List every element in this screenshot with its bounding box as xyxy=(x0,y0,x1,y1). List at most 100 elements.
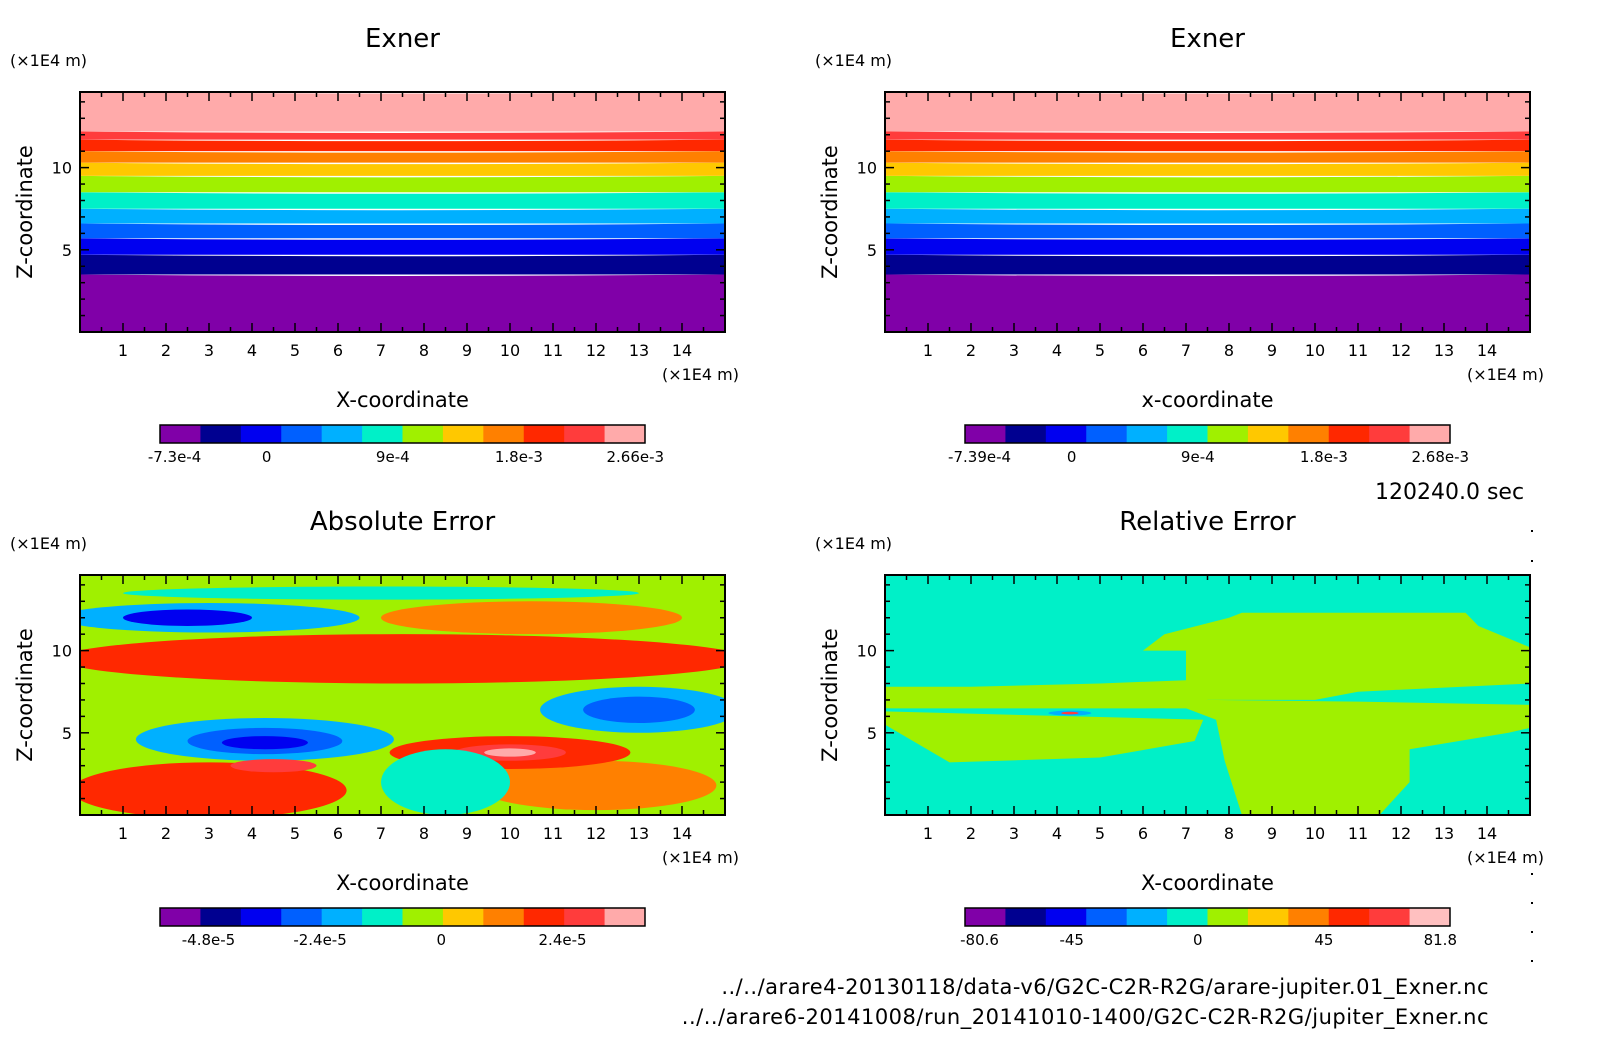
x-tick-label: 7 xyxy=(1181,824,1191,843)
x-tick-label: 1 xyxy=(118,341,128,360)
colorbar-tick-label: 2.66e-3 xyxy=(607,448,665,466)
marker-dot xyxy=(1531,931,1533,933)
colorbar-swatch xyxy=(362,908,403,926)
colorbar-swatch xyxy=(1167,908,1208,926)
colorbar-swatch xyxy=(1369,908,1411,926)
colorbar-frame xyxy=(964,907,1451,927)
colorbar-swatch xyxy=(604,425,646,443)
x-axis-label: X-coordinate xyxy=(1141,871,1274,895)
x-tick-label: 12 xyxy=(1391,341,1411,360)
x-tick-label: 14 xyxy=(1477,824,1497,843)
contour-band-5 xyxy=(885,208,1530,224)
y-axis-label: Z-coordinate xyxy=(818,145,842,279)
x-tick-label: 9 xyxy=(1267,824,1277,843)
contour-region-16 xyxy=(230,759,317,773)
contour-region-7 xyxy=(484,748,536,757)
chart-title: Absolute Error xyxy=(310,507,496,537)
x-tick-label: 5 xyxy=(1095,341,1105,360)
x-tick-label: 4 xyxy=(1052,341,1062,360)
colorbar-tick-label: 1.8e-3 xyxy=(495,448,543,466)
colorbar-tick-label: -7.3e-4 xyxy=(148,448,201,466)
x-tick-label: 11 xyxy=(1348,824,1368,843)
contour-band-6 xyxy=(885,192,1530,209)
plot-area xyxy=(885,575,1530,815)
y-unit-label: (×1E4 m) xyxy=(10,534,87,553)
contour-region-1 xyxy=(885,612,1530,709)
x-tick-label: 5 xyxy=(290,341,300,360)
file-path-2: ../../arare6-20141008/run_20141010-1400/… xyxy=(681,1005,1489,1029)
x-tick-label: 10 xyxy=(500,341,520,360)
colorbar-swatch xyxy=(362,425,403,443)
contour-band-5 xyxy=(80,208,725,224)
colorbar-swatch xyxy=(1247,425,1289,443)
contour-band-2 xyxy=(885,254,1530,275)
contour-band-11 xyxy=(885,131,1530,140)
x-tick-label: 3 xyxy=(204,341,214,360)
x-tick-label: 6 xyxy=(333,341,343,360)
colorbar-tick-label: 2.4e-5 xyxy=(539,931,587,949)
plot-area xyxy=(80,575,725,815)
y-tick-label: 5 xyxy=(867,241,877,260)
colorbar-swatch xyxy=(200,425,242,443)
contour-band-9 xyxy=(885,151,1530,163)
x-tick-label: 8 xyxy=(1224,824,1234,843)
x-tick-label: 5 xyxy=(1095,824,1105,843)
colorbar-swatch xyxy=(1409,908,1451,926)
contour-region-2 xyxy=(885,699,1530,815)
x-tick-label: 2 xyxy=(161,341,171,360)
colorbar-tick-label: -45 xyxy=(1059,931,1084,949)
colorbar-swatch xyxy=(442,425,484,443)
x-tick-label: 7 xyxy=(1181,341,1191,360)
x-tick-label: 2 xyxy=(161,824,171,843)
contour-band-2 xyxy=(80,254,725,275)
marker-dot xyxy=(1531,902,1533,904)
contour-band-8 xyxy=(80,162,725,176)
contour-region-2 xyxy=(80,762,347,815)
colorbar-frame xyxy=(159,424,646,444)
contour-band-11 xyxy=(80,131,725,140)
colorbar: -80.6 -45 0 45 81.8 xyxy=(960,907,1457,949)
colorbar-swatch xyxy=(1247,908,1289,926)
colorbar-swatch xyxy=(1207,425,1249,443)
x-tick-label: 14 xyxy=(1477,341,1497,360)
marker-dot xyxy=(1531,530,1533,532)
contour-band-3 xyxy=(80,238,725,255)
colorbar-tick-label: 0 xyxy=(437,931,447,949)
chart-title: Exner xyxy=(1170,24,1245,54)
x-tick-label: 9 xyxy=(1267,341,1277,360)
x-tick-label: 13 xyxy=(629,824,649,843)
plot-area xyxy=(80,92,725,332)
simulation-time-label: 120240.0 sec xyxy=(1375,480,1525,505)
x-tick-label: 6 xyxy=(333,824,343,843)
y-tick-label: 10 xyxy=(52,159,72,178)
x-tick-label: 11 xyxy=(543,341,563,360)
colorbar-swatch xyxy=(1328,908,1370,926)
x-tick-label: 11 xyxy=(543,824,563,843)
contour-spot-2 xyxy=(1061,711,1079,715)
contour-band-9 xyxy=(80,151,725,163)
x-axis-label: X-coordinate xyxy=(336,871,469,895)
y-tick-label: 10 xyxy=(857,159,877,178)
x-tick-label: 3 xyxy=(1009,824,1019,843)
contour-region-17 xyxy=(381,749,510,815)
colorbar-swatch xyxy=(1328,425,1370,443)
colorbar-tick-label: -80.6 xyxy=(960,931,999,949)
contour-region-15 xyxy=(123,586,639,600)
colorbar-swatch xyxy=(281,908,323,926)
colorbar-swatch xyxy=(564,908,606,926)
x-tick-label: 12 xyxy=(586,824,606,843)
colorbar-swatch xyxy=(1288,908,1330,926)
contour-band-3 xyxy=(885,238,1530,255)
colorbar-tick-label: 1.8e-3 xyxy=(1300,448,1348,466)
marker-dot xyxy=(1531,560,1533,562)
x-tick-label: 8 xyxy=(1224,341,1234,360)
x-tick-label: 10 xyxy=(1305,341,1325,360)
x-unit-label: (×1E4 m) xyxy=(1467,365,1544,384)
contour-region-1 xyxy=(80,634,725,684)
colorbar-swatch xyxy=(160,908,201,926)
x-axis-label: x-coordinate xyxy=(1141,388,1273,412)
colorbar-swatch xyxy=(1005,425,1047,443)
contour-band-10 xyxy=(885,139,1530,152)
